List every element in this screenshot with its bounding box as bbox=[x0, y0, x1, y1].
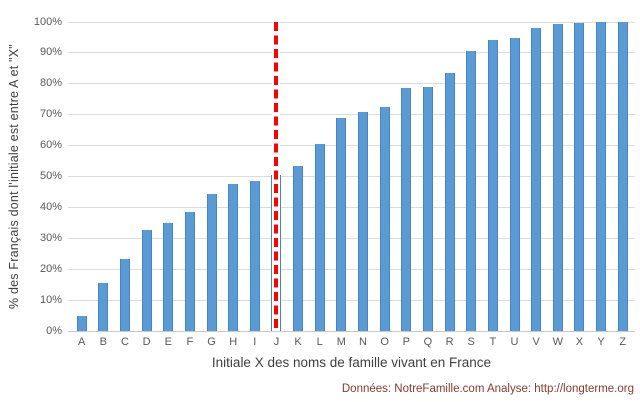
x-tick-label-W: W bbox=[552, 336, 563, 348]
x-tick-label-Z: Z bbox=[619, 336, 627, 348]
x-tick-label-V: V bbox=[532, 336, 540, 348]
x-axis-title: Initiale X des noms de famille vivant en… bbox=[211, 355, 492, 370]
x-tick-label-N: N bbox=[359, 336, 367, 348]
gridline-50 bbox=[68, 176, 635, 177]
bar-P bbox=[401, 88, 412, 331]
y-tick-label: 30% bbox=[39, 231, 62, 244]
bar-F bbox=[184, 212, 195, 331]
bar-D bbox=[141, 229, 152, 331]
bar-L bbox=[314, 144, 325, 331]
y-tick-label: 80% bbox=[39, 77, 62, 90]
x-tick-label-C: C bbox=[120, 336, 129, 348]
y-tick-label: 60% bbox=[39, 139, 62, 152]
bar-O bbox=[379, 106, 390, 331]
gridline-0 bbox=[68, 330, 635, 332]
bar-S bbox=[466, 51, 477, 331]
x-tick-label-G: G bbox=[207, 336, 216, 348]
bar-H bbox=[228, 184, 239, 331]
bar-A bbox=[76, 315, 87, 331]
y-tick-label: 10% bbox=[39, 293, 62, 306]
bar-T bbox=[487, 39, 498, 331]
bar-X bbox=[574, 23, 585, 331]
bar-I bbox=[249, 181, 260, 331]
x-tick-label-M: M bbox=[336, 336, 346, 348]
gridline-40 bbox=[68, 206, 635, 208]
x-tick-label-O: O bbox=[380, 336, 389, 348]
x-tick-label-Y: Y bbox=[597, 336, 605, 348]
reference-line-halo bbox=[272, 22, 281, 331]
x-tick-label-T: T bbox=[489, 336, 497, 348]
y-tick-label: 70% bbox=[39, 108, 62, 121]
bar-V bbox=[531, 27, 542, 331]
x-tick-label-Q: Q bbox=[423, 336, 433, 348]
bar-K bbox=[293, 165, 304, 331]
x-tick-label-E: E bbox=[164, 336, 172, 348]
x-tick-label-D: D bbox=[142, 336, 151, 348]
x-tick-label-U: U bbox=[510, 336, 519, 348]
x-tick-label-A: A bbox=[78, 336, 86, 348]
x-tick-label-J: J bbox=[273, 336, 280, 348]
x-tick-label-I: I bbox=[253, 336, 257, 348]
bar-G bbox=[206, 193, 217, 331]
gridline-10 bbox=[68, 299, 635, 301]
y-tick-label: 0% bbox=[46, 324, 62, 337]
bar-U bbox=[509, 38, 520, 331]
bar-R bbox=[444, 73, 455, 331]
bar-W bbox=[552, 23, 563, 331]
bar-B bbox=[98, 283, 109, 331]
bar-M bbox=[336, 117, 347, 331]
y-tick-label: 90% bbox=[39, 46, 62, 59]
y-tick-label: 50% bbox=[39, 170, 62, 182]
bar-Y bbox=[596, 22, 607, 331]
y-tick-label: 20% bbox=[39, 262, 62, 275]
gridline-60 bbox=[68, 145, 635, 147]
gridline-80 bbox=[68, 83, 635, 85]
x-tick-label-L: L bbox=[316, 336, 323, 348]
gridline-30 bbox=[68, 237, 635, 239]
x-tick-label-B: B bbox=[99, 336, 107, 348]
x-tick-label-P: P bbox=[402, 336, 410, 348]
x-tick-label-X: X bbox=[575, 336, 584, 348]
x-tick-label-K: K bbox=[294, 336, 302, 348]
bar-Z bbox=[617, 22, 628, 331]
bar-Q bbox=[422, 86, 433, 331]
x-tick-label-F: F bbox=[186, 336, 194, 348]
x-tick-label-R: R bbox=[445, 336, 454, 348]
reference-line bbox=[274, 22, 279, 331]
bar-E bbox=[163, 222, 174, 331]
gridline-90 bbox=[68, 52, 635, 54]
gridline-70 bbox=[68, 114, 635, 116]
gridline-100 bbox=[68, 21, 635, 23]
y-tick-label: 40% bbox=[39, 200, 62, 213]
plot-area bbox=[68, 21, 635, 332]
gridline-20 bbox=[68, 268, 635, 270]
bar-N bbox=[358, 111, 369, 331]
bar-C bbox=[119, 259, 130, 331]
y-tick-label: 100% bbox=[33, 15, 62, 28]
x-tick-label-H: H bbox=[229, 336, 238, 348]
x-tick-label-S: S bbox=[467, 336, 475, 348]
source-credit: Données: NotreFamille.com Analyse: http:… bbox=[341, 383, 634, 395]
